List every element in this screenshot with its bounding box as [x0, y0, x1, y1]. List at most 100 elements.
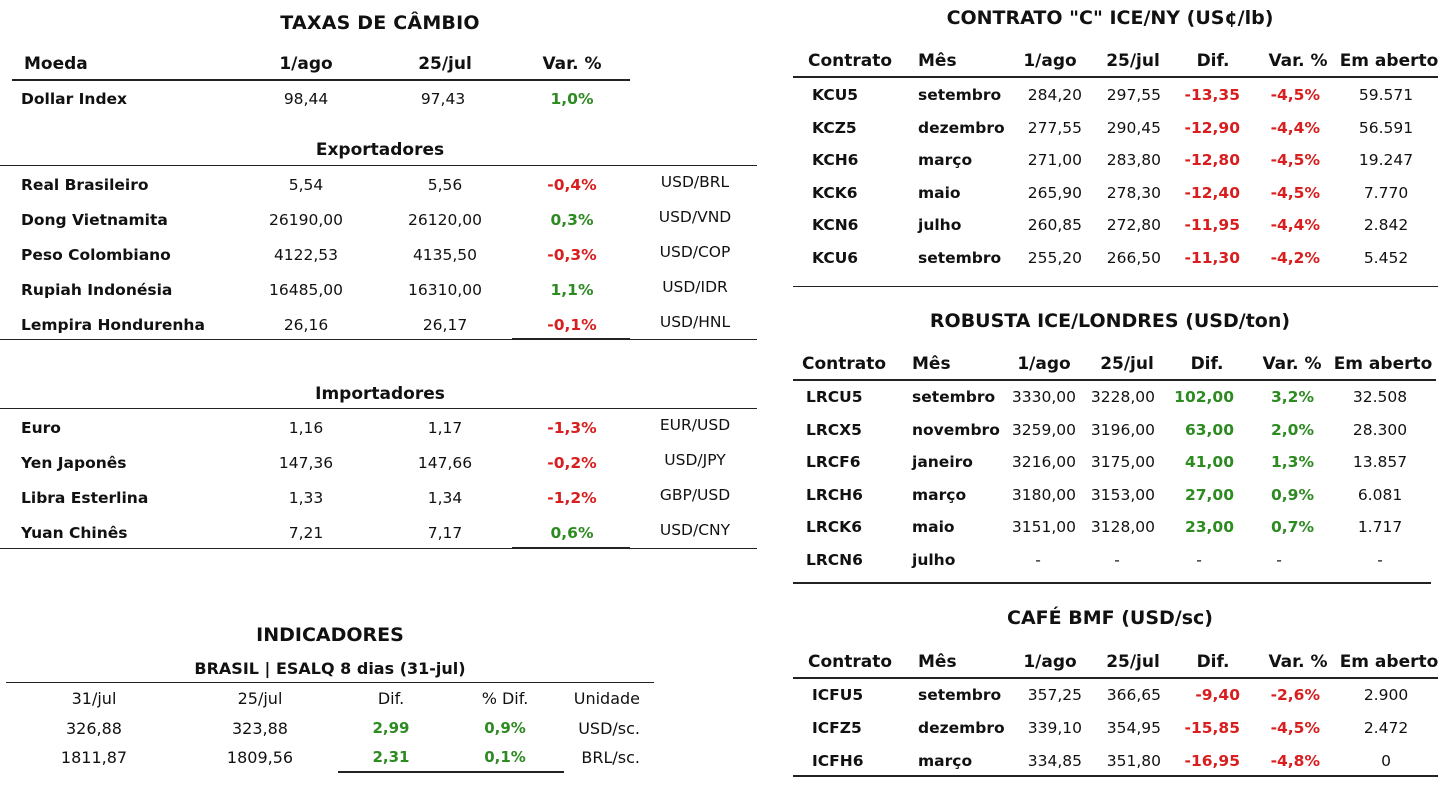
value-date2: 3196,00 [1090, 420, 1155, 439]
column-header: Em aberto [1339, 51, 1439, 71]
currency-pair: USD/JPY [664, 451, 726, 469]
value-date2: 1,34 [427, 489, 463, 507]
value-var: -4,4% [1270, 216, 1320, 235]
ind-header-dif: Dif. [377, 689, 405, 708]
open-interest: 13.857 [1352, 453, 1408, 472]
importers-bottom-rule [0, 548, 757, 549]
currency-pair: USD/HNL [659, 313, 731, 331]
value-date1: - [1035, 551, 1041, 569]
contract-month: março [912, 485, 967, 504]
robusta-header-rule [793, 379, 1436, 381]
value-var: 0,3% [550, 211, 594, 229]
contract-month: setembro [918, 86, 1002, 104]
value-date1: 5,54 [288, 176, 324, 194]
bmf-title: CAFÉ BMF (USD/sc) [1007, 607, 1213, 629]
value-date2: 5,56 [427, 176, 463, 194]
value-date1: 3151,00 [1011, 518, 1076, 537]
contract-month: dezembro [918, 719, 1005, 737]
open-interest: 2.842 [1363, 216, 1409, 235]
open-interest: 2.900 [1363, 686, 1409, 704]
ind-header-pct: % Dif. [481, 689, 529, 708]
column-header: 25/jul [1106, 652, 1160, 672]
contract-month: novembro [912, 420, 1000, 439]
value-date2: 3153,00 [1090, 485, 1155, 504]
value-date2: 366,65 [1106, 686, 1161, 704]
value-date2: 290,45 [1106, 118, 1161, 137]
value-date2: - [1114, 551, 1120, 569]
value-var: -0,3% [547, 246, 597, 264]
value-date1: 3330,00 [1011, 388, 1076, 406]
open-interest: 5.452 [1363, 249, 1409, 267]
importers-var-rule [512, 547, 630, 549]
value-date1: 3216,00 [1011, 453, 1076, 472]
ice-ny-title: CONTRATO "C" ICE/NY (US¢/lb) [946, 7, 1274, 29]
value-var: 3,2% [1271, 388, 1314, 406]
bmf-bottom-rule [793, 775, 1438, 777]
value-var: -4,8% [1270, 752, 1320, 770]
value-date1: 1,33 [288, 489, 324, 507]
open-interest: 56.591 [1358, 118, 1414, 137]
value-date2: 283,80 [1106, 151, 1161, 170]
contract-code: LRCF6 [806, 453, 861, 472]
robusta-title: ROBUSTA ICE/LONDRES (USD/ton) [929, 310, 1291, 332]
value-dif: -12,40 [1184, 183, 1240, 202]
value-dif: -13,35 [1184, 86, 1240, 104]
value-date2: 1,17 [427, 419, 463, 437]
column-header: Em aberto [1339, 652, 1439, 672]
value-date2: 4135,50 [412, 246, 478, 264]
contract-month: janeiro [912, 453, 973, 472]
value-var: -4,5% [1270, 86, 1320, 104]
value-date1: 147,36 [278, 454, 334, 472]
value-date1: 326,88 [66, 719, 122, 738]
column-header: Var. % [1268, 652, 1328, 672]
value-date2: 351,80 [1106, 752, 1161, 770]
ind-header-unit: Unidade [573, 689, 640, 708]
value-dif: 2,31 [372, 748, 410, 766]
value-var: -0,4% [547, 176, 597, 194]
contract-code: KCZ5 [812, 118, 857, 137]
column-header: 1/ago [1023, 51, 1077, 71]
contract-month: março [918, 151, 973, 170]
value-date2: 297,55 [1106, 86, 1161, 104]
value-dif: -9,40 [1195, 686, 1240, 704]
ind-header-date1: 31/jul [71, 689, 117, 708]
currency-pair: GBP/USD [659, 486, 731, 504]
value-date2: 3228,00 [1090, 388, 1155, 406]
value-unit: BRL/sc. [581, 748, 640, 767]
value-var: -1,2% [547, 489, 597, 507]
indicators-subtitle-rule [6, 682, 654, 683]
value-date1: 26190,00 [269, 211, 343, 229]
open-interest: - [1377, 551, 1383, 569]
contract-code: ICFU5 [812, 686, 864, 704]
currency-pair: USD/COP [659, 243, 731, 261]
value-dif: 23,00 [1184, 518, 1234, 537]
indicators-bottom-rule [338, 771, 564, 773]
value-var: - [1276, 551, 1282, 569]
column-header: 1/ago [1017, 354, 1071, 374]
value-var: -0,2% [547, 454, 597, 472]
value-unit: USD/sc. [578, 719, 640, 738]
currency-pair: USD/IDR [662, 278, 728, 296]
value-var: -0,1% [547, 316, 597, 334]
open-interest: 1.717 [1357, 518, 1403, 537]
value-date2: 97,43 [420, 90, 466, 108]
value-dif: -16,95 [1184, 752, 1240, 770]
contract-month: maio [912, 518, 955, 537]
contract-month: setembro [918, 686, 1002, 704]
column-header: Dif. [1196, 51, 1230, 71]
value-var: 0,9% [1271, 485, 1314, 504]
value-dif: -15,85 [1184, 719, 1240, 737]
contract-month: julho [918, 216, 962, 235]
currency-name: Libra Esterlina [21, 489, 149, 507]
contract-month: maio [918, 183, 961, 202]
value-date2: 147,66 [417, 454, 473, 472]
value-date1: 357,25 [1027, 686, 1082, 704]
value-var: -4,2% [1270, 249, 1320, 267]
contract-month: dezembro [918, 118, 1005, 137]
importers-title: Importadores [315, 384, 445, 404]
value-date1: 7,21 [288, 524, 324, 542]
contract-code: LRCK6 [806, 518, 862, 537]
column-header: Mês [918, 51, 957, 71]
column-header: Var. % [1262, 354, 1322, 374]
value-date2: 272,80 [1106, 216, 1161, 235]
